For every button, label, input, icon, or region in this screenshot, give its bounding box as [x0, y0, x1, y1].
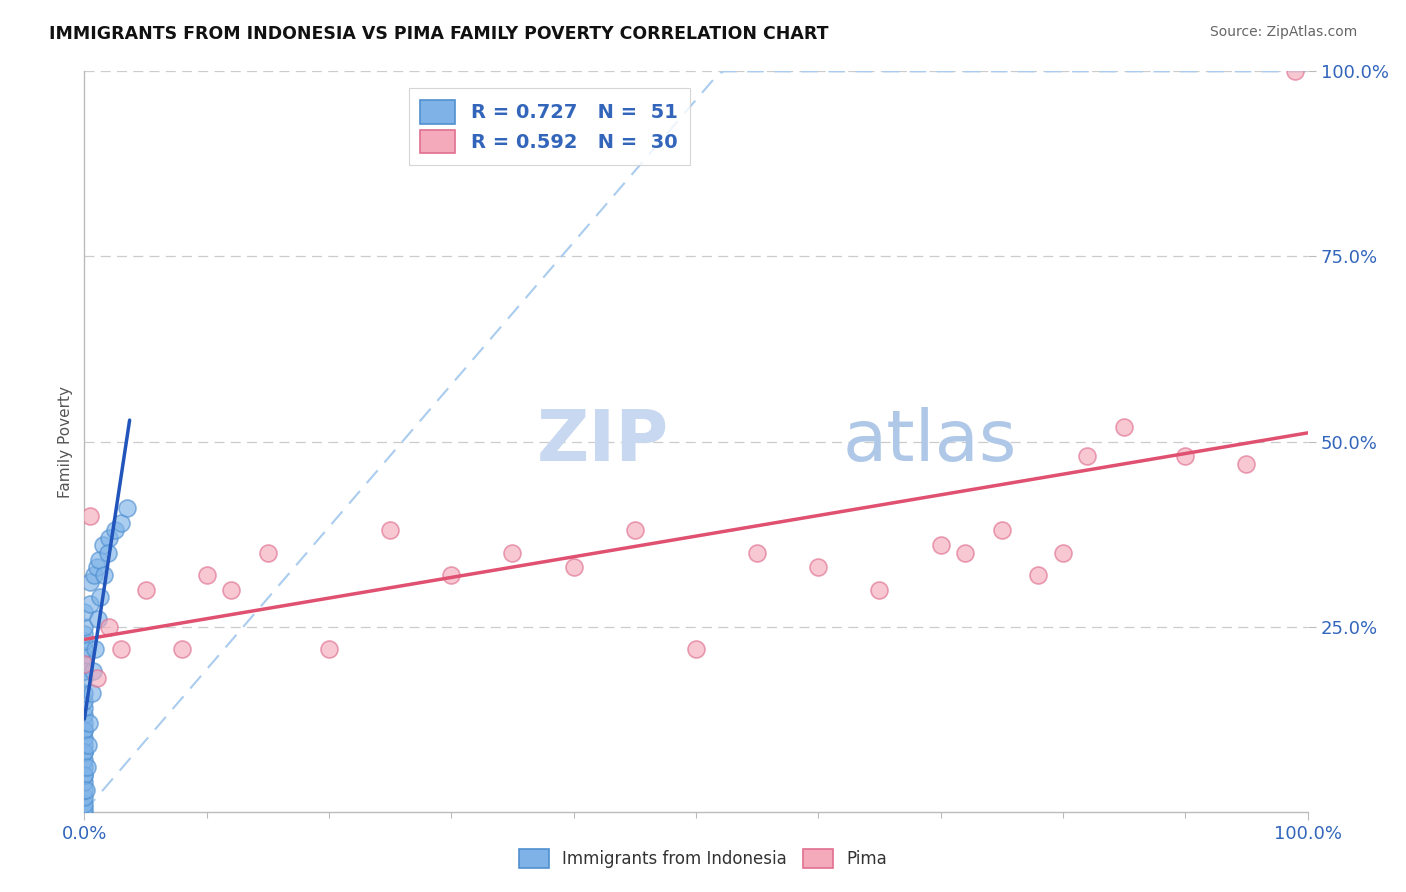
- Point: [91, 538, 114, 552]
- Point: [135, 582, 157, 597]
- Point: [1052, 546, 1074, 560]
- Point: [79, 598, 101, 612]
- Point: [73, 801, 96, 815]
- Point: [76, 760, 98, 774]
- Point: [73, 731, 96, 745]
- Point: [73, 723, 96, 738]
- Point: [73, 789, 96, 804]
- Point: [97, 619, 120, 633]
- Point: [86, 672, 108, 686]
- Point: [73, 797, 96, 812]
- Point: [380, 524, 402, 538]
- Point: [73, 649, 96, 664]
- Point: [73, 746, 96, 760]
- Point: [73, 641, 96, 656]
- Point: [80, 686, 103, 700]
- Point: [73, 627, 96, 641]
- Point: [929, 538, 952, 552]
- Point: [195, 567, 218, 582]
- Point: [87, 553, 110, 567]
- Point: [991, 524, 1014, 538]
- Point: [953, 546, 976, 560]
- Point: [869, 582, 891, 597]
- Legend: Immigrants from Indonesia, Pima: Immigrants from Indonesia, Pima: [512, 842, 894, 875]
- Point: [73, 715, 96, 730]
- Point: [624, 524, 647, 538]
- Text: atlas: atlas: [842, 407, 1017, 476]
- Point: [502, 546, 524, 560]
- Point: [79, 575, 101, 590]
- Point: [1174, 450, 1197, 464]
- Point: [1076, 450, 1098, 464]
- Point: [97, 531, 120, 545]
- Point: [562, 560, 585, 574]
- Point: [807, 560, 830, 574]
- Point: [73, 767, 96, 781]
- Point: [73, 767, 96, 781]
- Point: [93, 567, 115, 582]
- Point: [1114, 419, 1136, 434]
- Point: [257, 546, 280, 560]
- Point: [73, 701, 96, 715]
- Point: [73, 805, 96, 819]
- Point: [75, 782, 97, 797]
- Point: [73, 746, 96, 760]
- Point: [77, 738, 100, 752]
- Point: [79, 508, 101, 523]
- Point: [84, 641, 107, 656]
- Point: [73, 657, 96, 671]
- Point: [104, 524, 127, 538]
- Point: [77, 715, 100, 730]
- Point: [73, 672, 96, 686]
- Text: ZIP: ZIP: [537, 407, 669, 476]
- Point: [73, 760, 96, 774]
- Point: [73, 605, 96, 619]
- Point: [73, 619, 96, 633]
- Point: [73, 664, 96, 678]
- Point: [747, 546, 769, 560]
- Point: [86, 560, 108, 574]
- Point: [73, 723, 96, 738]
- Y-axis label: Family Poverty: Family Poverty: [58, 385, 73, 498]
- Legend: R = 0.727   N =  51, R = 0.592   N =  30: R = 0.727 N = 51, R = 0.592 N = 30: [409, 88, 689, 165]
- Point: [685, 641, 707, 656]
- Point: [440, 567, 463, 582]
- Point: [115, 501, 138, 516]
- Point: [83, 567, 105, 582]
- Point: [318, 641, 340, 656]
- Point: [1284, 64, 1306, 78]
- Point: [73, 775, 96, 789]
- Point: [73, 782, 96, 797]
- Point: [73, 694, 96, 708]
- Text: Source: ZipAtlas.com: Source: ZipAtlas.com: [1209, 25, 1357, 39]
- Point: [97, 546, 120, 560]
- Point: [172, 641, 194, 656]
- Point: [1028, 567, 1050, 582]
- Point: [73, 738, 96, 752]
- Point: [73, 708, 96, 723]
- Point: [73, 753, 96, 767]
- Point: [73, 686, 96, 700]
- Point: [73, 634, 96, 648]
- Point: [87, 612, 110, 626]
- Point: [82, 664, 104, 678]
- Point: [89, 590, 111, 604]
- Point: [110, 641, 132, 656]
- Point: [73, 657, 96, 671]
- Point: [110, 516, 132, 530]
- Text: IMMIGRANTS FROM INDONESIA VS PIMA FAMILY POVERTY CORRELATION CHART: IMMIGRANTS FROM INDONESIA VS PIMA FAMILY…: [49, 25, 828, 43]
- Point: [1236, 457, 1258, 471]
- Point: [219, 582, 242, 597]
